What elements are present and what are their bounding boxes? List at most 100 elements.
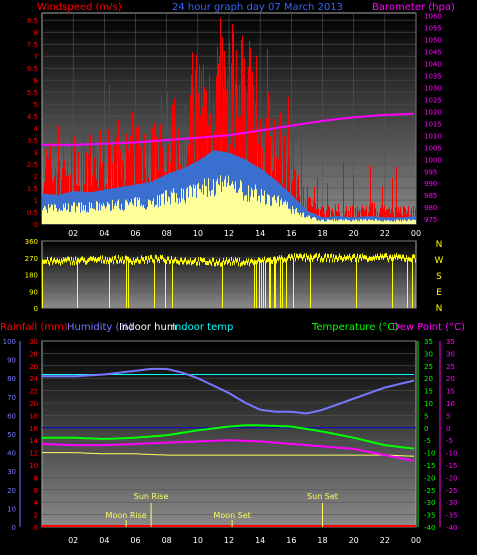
dew-point-y-tick-label: -30	[446, 499, 457, 507]
baro-y-tick-label: 1035	[424, 72, 442, 80]
humidity-y-tick-label: 100	[3, 338, 16, 346]
humidity-label: Humidity (%)	[67, 322, 133, 333]
temperature-y-tick-label: -35	[424, 512, 435, 520]
wind-y-tick-label: 6	[34, 77, 39, 85]
baro-y-tick-label: 1020	[424, 108, 442, 116]
dew-point-y-tick-label: 15	[446, 388, 455, 396]
wind-y-tick-label: 1.5	[27, 185, 38, 193]
dew-point-y-tick-label: 30	[446, 350, 455, 358]
temp-x-tick-label: 06	[130, 536, 140, 545]
temperature-y-tick-label: -10	[424, 450, 435, 458]
dew-point-y-tick-label: -20	[446, 474, 457, 482]
wind-y-tick-label: 2.5	[27, 161, 38, 169]
temperature-line	[42, 424, 415, 450]
dew-point-y-tick-label: -15	[446, 462, 457, 470]
rainfall-y-tick-label: 14	[29, 437, 38, 445]
temperature-y-tick-label: 25	[424, 363, 433, 371]
dew-point-y-tick-label: -25	[446, 487, 457, 495]
temp-x-tick-label: 18	[317, 536, 327, 545]
dew-point-y-tick-label: 10	[446, 400, 455, 408]
temperature-y-tick-label: -30	[424, 499, 435, 507]
dew-point-y-tick-label: 0	[446, 425, 450, 433]
temp-x-tick-label: 16	[286, 536, 296, 545]
moon-set-label: Moon Set	[213, 511, 250, 520]
rainfall-y-tick-label: 24	[29, 375, 38, 383]
humidity-y-tick-label: 10	[7, 505, 16, 513]
rainfall-y-tick-label: 0	[34, 524, 38, 532]
rainfall-y-tick-label: 22	[29, 388, 38, 396]
baro-y-tick-label: 980	[424, 204, 437, 212]
temperature-y-tick-label: -40	[424, 524, 435, 532]
wind-x-tick-label: 00	[411, 229, 421, 238]
wind-y-tick-label: 8	[34, 29, 38, 37]
rainfall-y-tick-label: 26	[29, 363, 38, 371]
dew-point-y-tick-label: -10	[446, 450, 457, 458]
temperature-y-tick-label: 5	[424, 412, 428, 420]
indoor-hum-line	[42, 452, 415, 457]
temperature-y-tick-label: 15	[424, 388, 433, 396]
baro-y-tick-label: 975	[424, 216, 437, 224]
rainfall-y-tick-label: 4	[34, 499, 39, 507]
baro-y-tick-label: 1045	[424, 48, 442, 56]
rainfall-y-tick-label: 28	[29, 350, 38, 358]
wind-y-tick-label: 4.5	[27, 113, 38, 121]
temp-x-tick-label: 02	[68, 536, 78, 545]
humidity-y-tick-label: 0	[12, 524, 16, 532]
wind-y-tick-label: 4	[34, 125, 39, 133]
baro-y-tick-label: 1015	[424, 120, 442, 128]
temperature-plot-area	[41, 340, 417, 528]
temperature-y-tick-label: 35	[424, 338, 433, 346]
wind-y-tick-label: 7.5	[27, 41, 38, 49]
wind-x-tick-label: 10	[193, 229, 203, 238]
rainfall-y-tick-label: 2	[34, 512, 38, 520]
temperature-label: Temperature (°C)	[311, 322, 398, 333]
baro-y-tick-label: 1025	[424, 96, 442, 104]
rainfall-y-tick-label: 6	[34, 487, 39, 495]
temp-x-tick-label: 12	[224, 536, 234, 545]
dew-point-y-tick-label: 35	[446, 338, 455, 346]
baro-y-tick-label: 1055	[424, 24, 442, 32]
wind-y-tick-label: 7	[34, 53, 38, 61]
temp-x-tick-label: 20	[349, 536, 359, 545]
wind-y-tick-label: 8.5	[27, 17, 38, 25]
temperature-y-tick-label: 0	[424, 425, 428, 433]
wind-y-tick-label: 1	[34, 197, 38, 205]
compass-letter: S	[436, 272, 442, 282]
wind-x-tick-label: 08	[162, 229, 172, 238]
wind-y-tick-label: 5.5	[27, 89, 38, 97]
dir-y-tick-label: 90	[29, 288, 38, 296]
rainfall-y-tick-label: 18	[29, 412, 38, 420]
wind-x-tick-label: 14	[255, 229, 265, 238]
rainfall-y-tick-label: 16	[29, 425, 38, 433]
graph-title: 24 hour graph day 07 March 2013	[172, 2, 343, 13]
windspeed-title: Windspeed (m/s)	[37, 2, 122, 13]
dew-point-y-tick-label: -40	[446, 524, 457, 532]
temperature-y-tick-label: -15	[424, 462, 435, 470]
rainfall-y-tick-label: 8	[34, 474, 38, 482]
rainfall-y-tick-label: 20	[29, 400, 38, 408]
humidity-y-tick-label: 30	[7, 468, 16, 476]
dew-point-y-tick-label: -5	[446, 437, 453, 445]
sun-set-label: Sun Set	[307, 492, 338, 501]
barometer-title: Barometer (hpa)	[372, 2, 455, 13]
indoor-hum-label: Indoor hum	[119, 322, 177, 333]
humidity-line	[42, 367, 415, 415]
wind-x-tick-label: 16	[286, 229, 296, 238]
dir-y-tick-label: 0	[34, 305, 38, 313]
humidity-y-tick-label: 90	[7, 357, 16, 365]
baro-y-tick-label: 995	[424, 168, 437, 176]
temperature-y-tick-label: -25	[424, 487, 435, 495]
sun-rise-label: Sun Rise	[134, 492, 169, 501]
baro-y-tick-label: 1005	[424, 144, 442, 152]
baro-y-tick-label: 1010	[424, 132, 442, 140]
compass-letter: W	[435, 256, 444, 266]
wind-x-tick-label: 02	[68, 229, 78, 238]
humidity-y-tick-label: 40	[7, 450, 16, 458]
wind-x-tick-label: 12	[224, 229, 234, 238]
temp-x-tick-label: 08	[162, 536, 172, 545]
wind-x-tick-label: 22	[380, 229, 390, 238]
temp-x-tick-label: 22	[380, 536, 390, 545]
